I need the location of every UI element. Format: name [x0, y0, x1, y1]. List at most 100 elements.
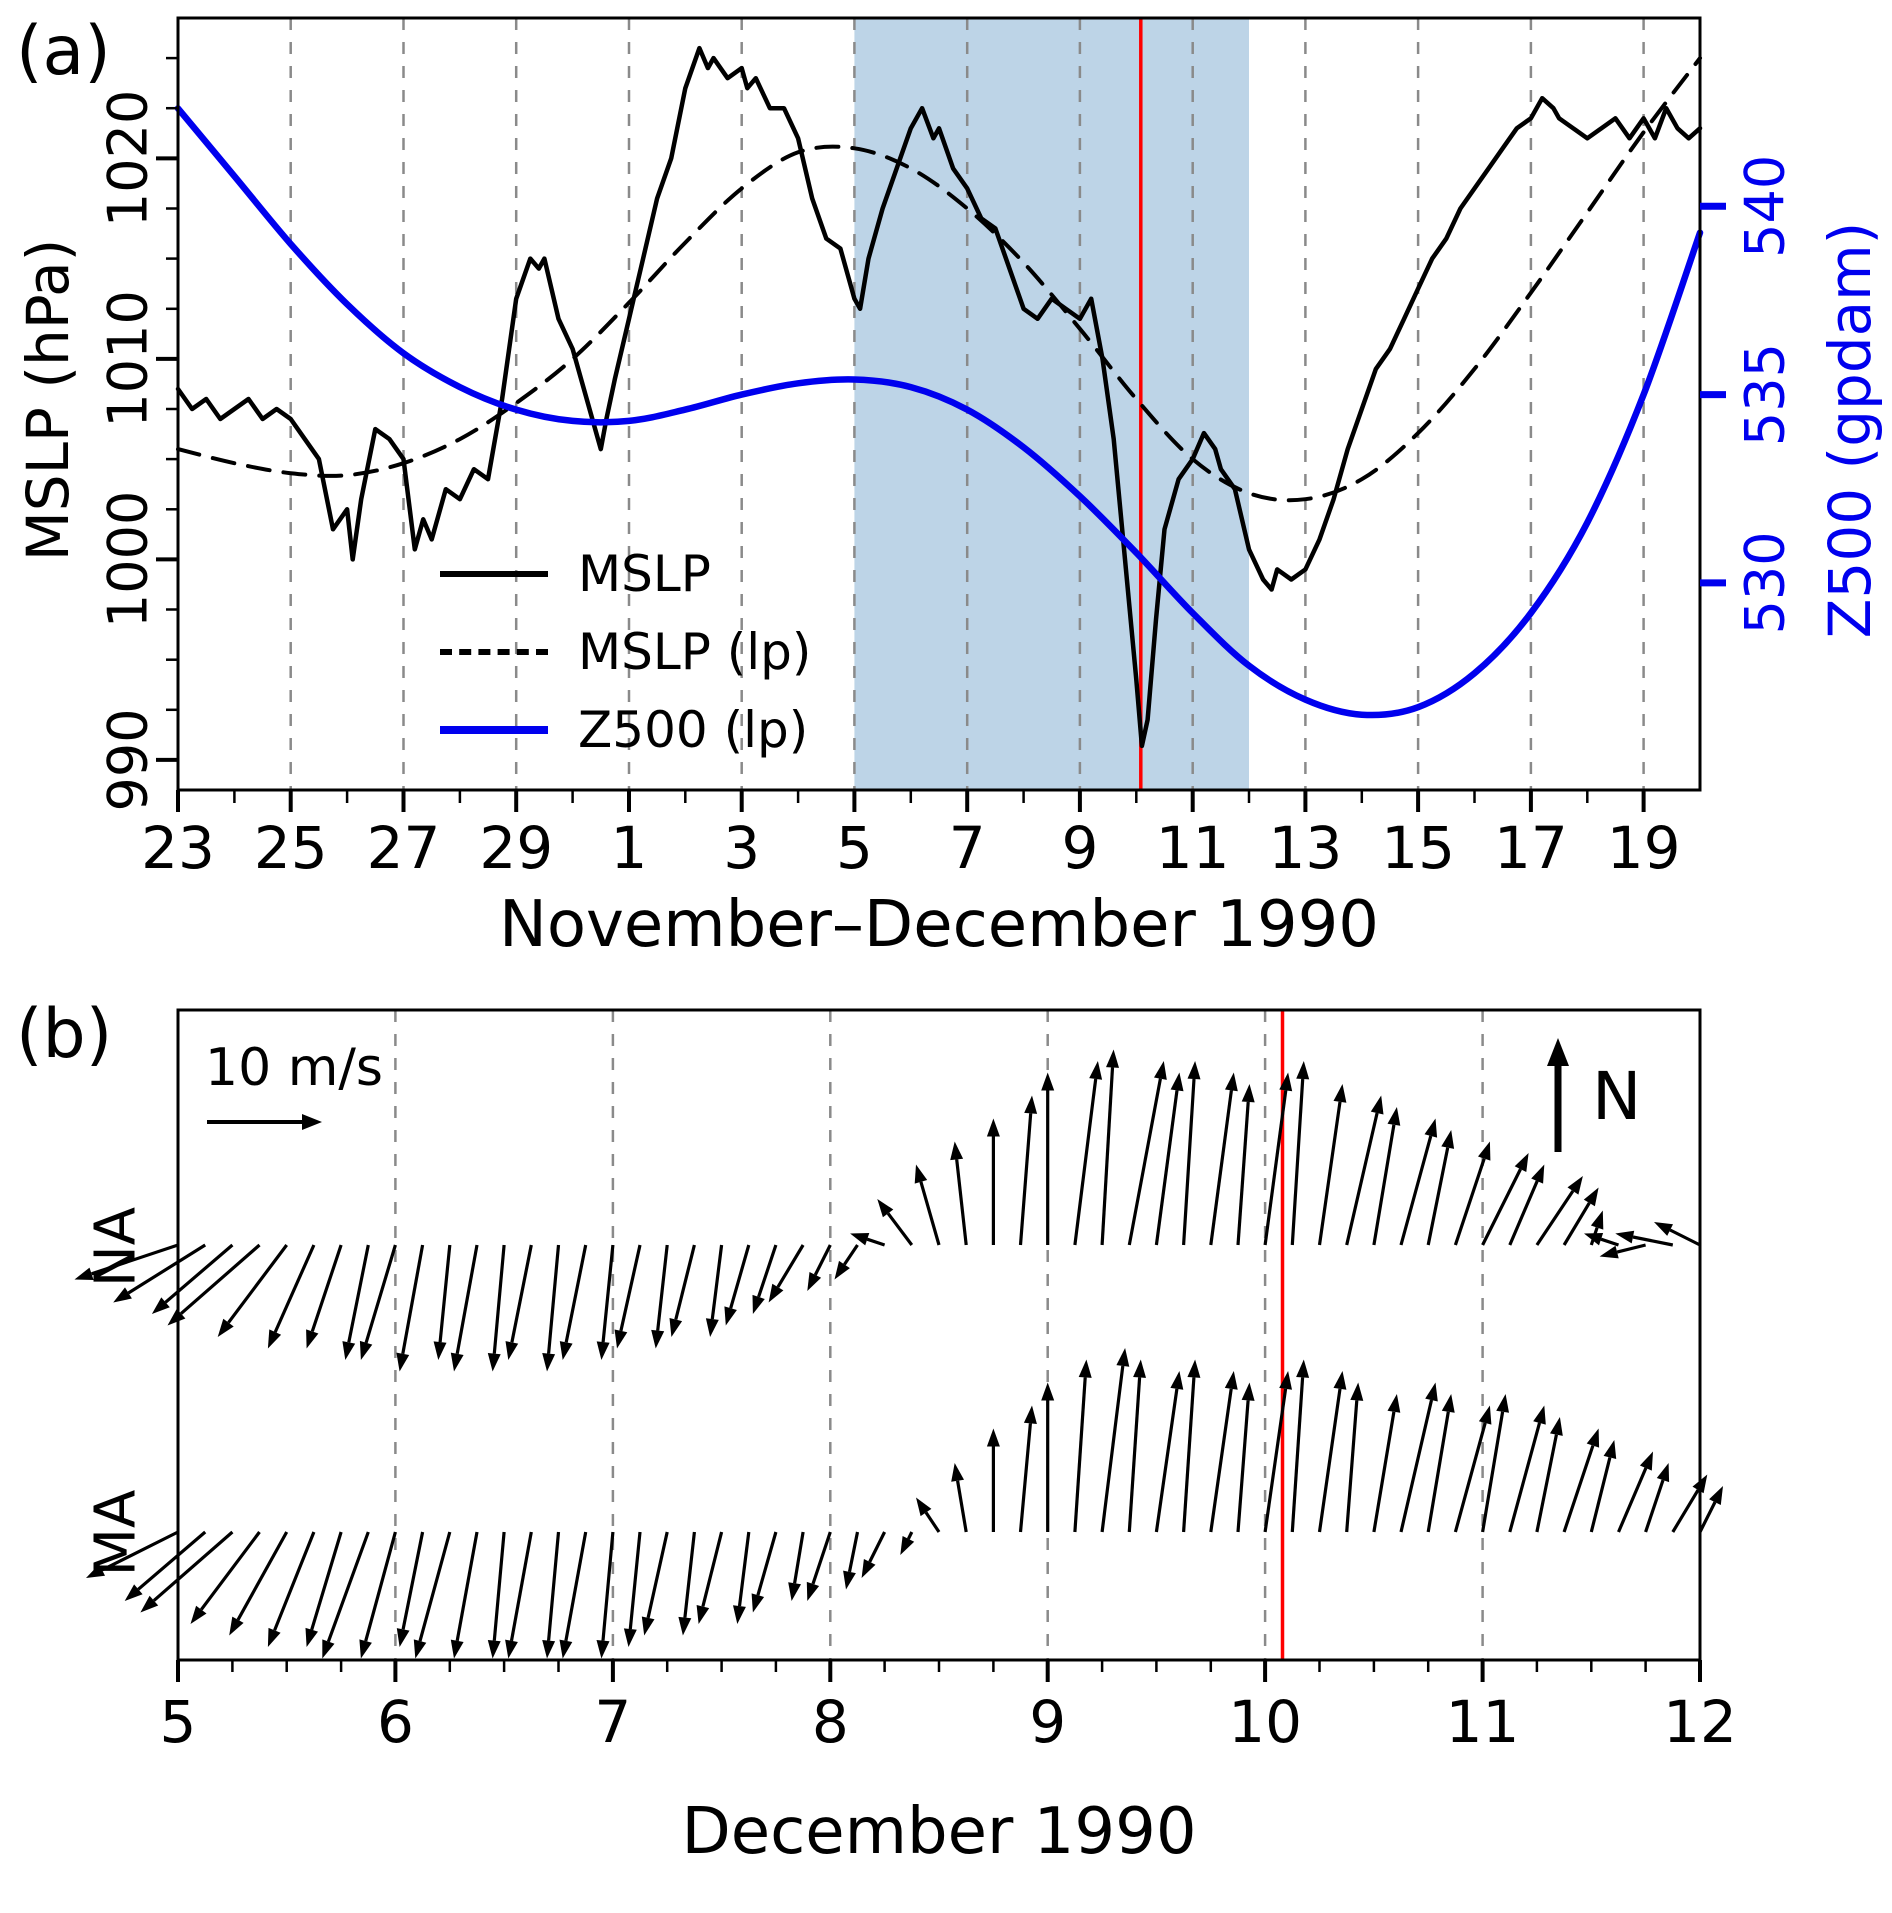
wind-arrow: [342, 1244, 370, 1360]
wind-arrow: [1317, 1371, 1347, 1533]
tick-label: 13: [1269, 814, 1343, 882]
wind-arrow: [877, 1199, 914, 1246]
tick-label: 9: [1061, 814, 1098, 882]
tick-label: 15: [1381, 814, 1455, 882]
event-shading: [854, 18, 1249, 790]
tick-label: 17: [1494, 814, 1568, 882]
tick-label: 27: [367, 814, 441, 882]
wind-arrow: [1182, 1359, 1201, 1533]
wind-arrow: [678, 1531, 696, 1636]
wind-arrow: [1508, 1164, 1545, 1246]
tick-label: 1000: [97, 491, 160, 628]
wind-arrow: [1209, 1371, 1238, 1533]
wind-arrow: [1426, 1394, 1455, 1533]
wind-arrow: [806, 1531, 832, 1601]
wind-arrow: [1535, 1176, 1583, 1246]
wind-arrow: [306, 1244, 343, 1349]
wind-arrow: [74, 1243, 179, 1280]
panel-a-label: (a): [16, 12, 111, 91]
legend-label-z500: Z500 (lp): [578, 701, 809, 759]
wind-arrow: [705, 1244, 724, 1337]
wind-arrow: [542, 1531, 561, 1659]
wind-arrow: [140, 1530, 234, 1613]
wind-arrow: [450, 1531, 479, 1659]
wind-arrow: [614, 1244, 642, 1349]
tick-label: 990: [97, 708, 160, 811]
wind-arrow: [1599, 1243, 1646, 1259]
wind-arrow: [1073, 1061, 1103, 1246]
wind-arrow: [1209, 1072, 1238, 1246]
panel-a-frame: [176, 16, 1702, 792]
wind-arrow: [487, 1531, 506, 1659]
wind-arrow: [1018, 1095, 1038, 1246]
tick-label: 5: [836, 814, 873, 882]
wind-arrow: [359, 1244, 397, 1360]
wind-arrow: [1345, 1095, 1384, 1246]
panel-b-x-axis-title: December 1990: [681, 1795, 1197, 1869]
wind-arrow: [1589, 1440, 1617, 1533]
north-arrow: [1547, 1038, 1569, 1152]
wind-arrow: [752, 1244, 778, 1314]
wind-arrow: [1481, 1394, 1509, 1533]
wind-arrow: [1644, 1463, 1670, 1533]
legend-label-mslp-lp: MSLP (lp): [578, 623, 812, 681]
mslp-lp-line: [176, 56, 1702, 503]
tick-label: 1020: [97, 90, 160, 227]
y-axis-left-title: MSLP (hPa): [14, 238, 82, 562]
tick-label: 25: [254, 814, 328, 882]
wind-arrow: [1562, 1187, 1599, 1246]
wind-arrow: [450, 1244, 479, 1372]
tick-label: 7: [949, 814, 986, 882]
y-axis-right-title: Z500 (gpdam): [1816, 221, 1884, 639]
wind-arrow: [396, 1531, 425, 1647]
tick-label: 5: [160, 1688, 197, 1756]
wind-arrow: [1154, 1072, 1184, 1246]
tick-label: 1010: [97, 290, 160, 427]
row-label-ma: MA: [83, 1489, 149, 1577]
legend-item-mslp: MSLP: [440, 545, 811, 603]
wind-arrow: [505, 1531, 533, 1659]
tick-label: 3: [723, 814, 760, 882]
wind-arrow: [1100, 1049, 1119, 1246]
wind-arrow: [487, 1244, 506, 1372]
wind-arrow: [900, 1531, 915, 1555]
wind-arrow: [1372, 1107, 1401, 1246]
panel-a-x-axis-title: November–December 1990: [498, 888, 1380, 962]
panel-a-plot: 23 25 27 29 1 3 5 7 9 11 13 15 17 1999010001010102053…: [97, 16, 1797, 882]
tick-label: 23: [141, 814, 215, 882]
wind-arrow: [1399, 1382, 1438, 1533]
wind-arrow: [1127, 1061, 1167, 1246]
wind-arrow: [1263, 1072, 1293, 1246]
reference-arrow-label: 10 m/s: [205, 1038, 383, 1098]
wind-arrow: [1100, 1348, 1130, 1533]
wind-arrow: [1317, 1084, 1347, 1246]
wind-arrow: [542, 1244, 561, 1372]
tick-label: 9: [1029, 1688, 1066, 1756]
wind-arrow: [1426, 1130, 1455, 1246]
wind-arrow: [1671, 1474, 1708, 1533]
wind-arrow: [1453, 1405, 1492, 1533]
wind-arrow: [305, 1531, 343, 1647]
wind-arrow: [1263, 1371, 1292, 1533]
z500-line-sample: [440, 726, 548, 734]
tick-label: 11: [1446, 1688, 1520, 1756]
z500-line: [174, 105, 1704, 719]
wind-arrow: [124, 1530, 207, 1601]
wind-arrow: [788, 1531, 805, 1601]
wind-arrow: [623, 1531, 642, 1647]
wind-arrow: [834, 1244, 859, 1280]
tick-label: 10: [1228, 1688, 1302, 1756]
wind-arrow: [559, 1244, 588, 1360]
tick-label: 535: [1734, 343, 1797, 446]
wind-arrow: [217, 1244, 288, 1337]
wind-arrow: [1290, 1359, 1310, 1533]
wind-arrow: [229, 1531, 289, 1636]
wind-arrow: [1617, 1451, 1653, 1533]
wind-arrow: [1508, 1405, 1546, 1533]
wind-arrow: [850, 1233, 886, 1247]
wind-arrow: [1535, 1417, 1563, 1533]
mslp-line-sample: [440, 571, 548, 577]
wind-arrow: [86, 1530, 179, 1578]
